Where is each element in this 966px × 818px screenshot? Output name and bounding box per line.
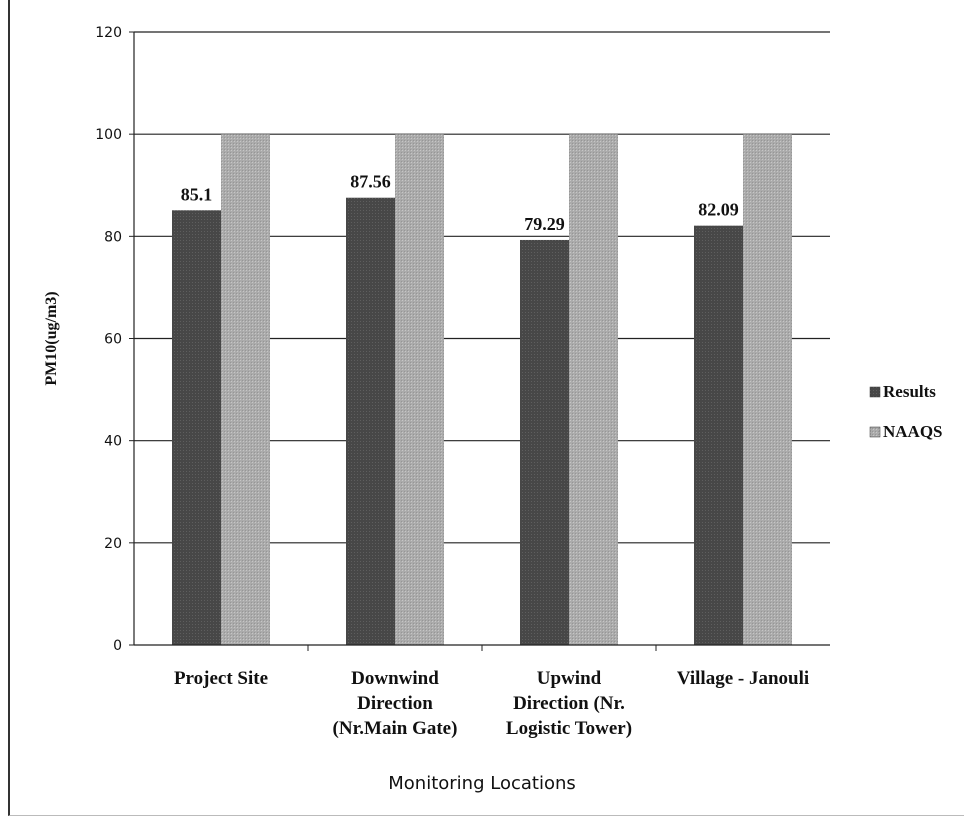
bar-naaqs <box>221 134 270 645</box>
bar-results <box>694 225 743 645</box>
legend-label: NAAQS <box>883 422 943 441</box>
x-axis-title: Monitoring Locations <box>388 773 576 794</box>
x-category-label: Project Site <box>174 668 268 689</box>
bar-naaqs <box>743 134 792 645</box>
x-category-label: Downwind <box>351 668 439 689</box>
chart-frame <box>8 0 964 816</box>
x-category-label: Upwind <box>537 668 602 689</box>
y-tick-label: 0 <box>113 638 122 654</box>
axes <box>129 31 830 651</box>
y-tick-label: 120 <box>95 25 122 41</box>
bar-results <box>346 197 395 645</box>
x-category-label: Logistic Tower) <box>506 718 632 739</box>
legend: Results NAAQS <box>869 382 943 441</box>
bar-naaqs <box>569 134 618 645</box>
data-label: 87.56 <box>350 172 391 192</box>
x-category-label: Village - Janouli <box>677 668 809 689</box>
y-tick-label: 100 <box>95 127 122 143</box>
y-tick-label: 60 <box>104 332 122 348</box>
bars <box>172 134 792 646</box>
x-category-labels: Project Site Downwind Direction (Nr.Main Ga… <box>174 668 809 739</box>
y-tick-label: 20 <box>104 536 122 552</box>
data-label: 82.09 <box>698 200 739 220</box>
legend-swatch-results <box>869 386 881 398</box>
y-tick-labels: 0 20 40 60 80 100 120 <box>95 25 122 654</box>
y-tick-label: 80 <box>104 229 122 245</box>
x-category-label: (Nr.Main Gate) <box>333 718 458 739</box>
bar-naaqs <box>395 134 444 645</box>
legend-swatch-naaqs <box>869 426 881 438</box>
data-label: 85.1 <box>181 184 213 204</box>
data-labels: 85.1 87.56 79.29 82.09 <box>181 172 739 234</box>
y-tick-label: 40 <box>104 434 122 450</box>
bar-results <box>172 210 221 646</box>
legend-label: Results <box>883 382 936 401</box>
bar-results <box>520 239 569 645</box>
y-axis-title: PM10(ug/m3) <box>43 291 60 385</box>
x-category-label: Direction <box>357 693 433 714</box>
data-label: 79.29 <box>524 214 565 234</box>
x-category-label: Direction (Nr. <box>513 693 625 714</box>
